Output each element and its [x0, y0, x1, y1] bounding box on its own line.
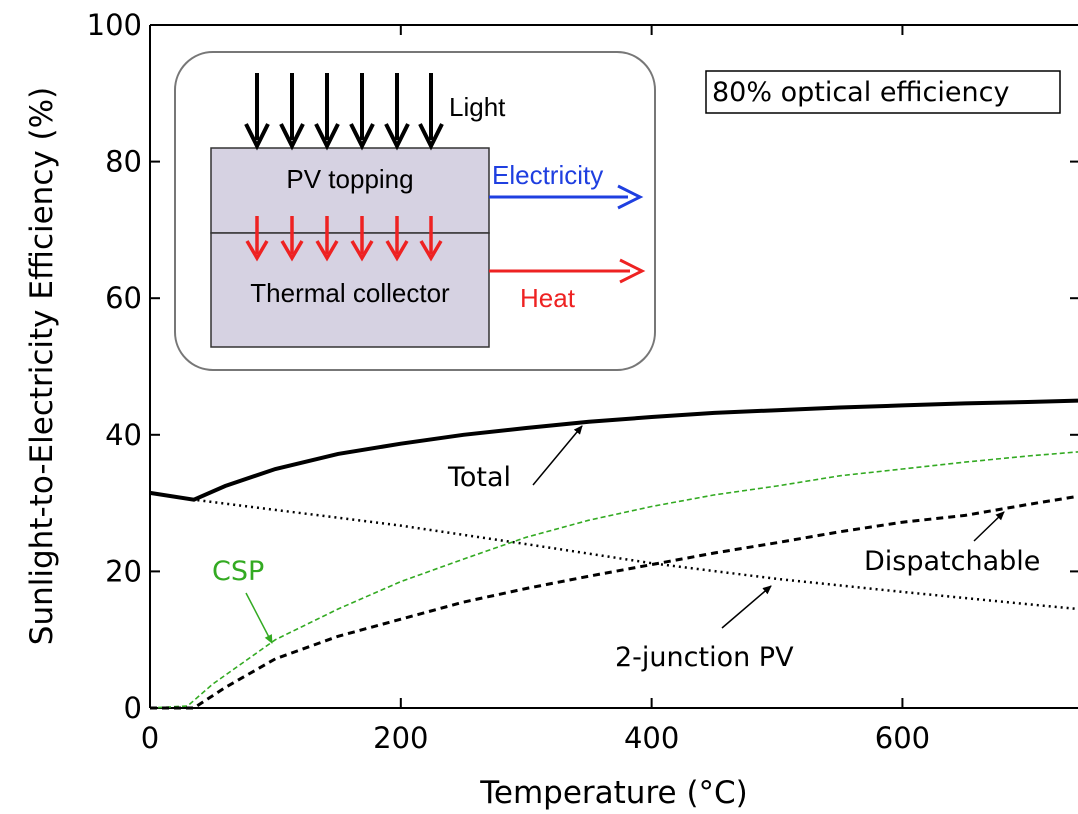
dispatchable-arrow — [973, 511, 1005, 542]
light-arrowhead-icon — [244, 123, 270, 151]
light-arrowhead-icon — [384, 123, 410, 151]
x-tick-label: 200 — [373, 721, 428, 755]
dispatchable-label-bg — [858, 542, 1058, 582]
light-arrowhead-icon — [314, 123, 340, 151]
series-dispatchable — [150, 494, 1078, 710]
x-tick-label: 600 — [875, 721, 930, 755]
heat-down-arrowhead-icon — [419, 240, 443, 262]
heat-down-arrowhead-icon — [315, 240, 339, 262]
y-tick-label: 80 — [105, 145, 142, 179]
inset-diagram: Light PV topping Thermal collector Elect… — [174, 51, 656, 371]
electricity-arrowhead-icon — [617, 184, 644, 210]
axis-tick-labels: 0 20 40 60 80 100 0 200 400 600 — [87, 8, 930, 755]
csp-label: CSP — [212, 556, 264, 587]
series-group — [149, 398, 1078, 710]
series-2-junction-pv — [149, 491, 1078, 611]
optical-efficiency-box — [705, 70, 1061, 114]
x-axis-title: Temperature (°C) — [479, 775, 748, 811]
total-arrow — [532, 425, 583, 486]
heat-down-arrowhead-icon — [385, 240, 409, 262]
light-arrowhead-icon — [349, 123, 375, 151]
heat-down-arrowhead-icon — [280, 240, 304, 262]
x-tick-label: 0 — [141, 721, 159, 755]
light-arrowhead-icon — [418, 123, 444, 151]
inset-pv-topping-label: PV topping — [286, 164, 413, 194]
series-total — [149, 398, 1078, 502]
inset-thermal-collector-label: Thermal collector — [250, 278, 450, 308]
y-tick-label: 40 — [105, 418, 142, 452]
heat-arrowhead-icon — [619, 258, 646, 284]
heat-down-arrowhead-icon — [245, 240, 269, 262]
total-label: Total — [447, 462, 511, 493]
heat-down-arrowhead-icon — [350, 240, 374, 262]
series-csp — [149, 451, 1078, 709]
y-tick-label: 0 — [124, 691, 142, 725]
pv-label: 2-junction PV — [615, 642, 794, 673]
y-tick-label: 20 — [105, 554, 142, 588]
total-label-bg — [440, 457, 535, 497]
y-axis-title: Sunlight-to-Electricity Efficiency (%) — [24, 87, 60, 645]
csp-arrow — [245, 592, 273, 644]
light-arrowhead-icon — [279, 123, 305, 151]
axis-ticks — [149, 24, 1078, 709]
heat-arrows-icon — [245, 216, 443, 262]
optical-efficiency-label: 80% optical efficiency — [712, 77, 1009, 108]
plot-frame — [149, 24, 1078, 709]
light-arrows-icon — [244, 73, 444, 151]
inset-heat-label: Heat — [520, 283, 576, 313]
x-tick-label: 400 — [624, 721, 679, 755]
annotations: 80% optical efficiency Total 2-junction … — [212, 70, 1061, 673]
dispatchable-label: Dispatchable — [864, 546, 1040, 577]
y-tick-label: 60 — [105, 281, 142, 315]
y-tick-label: 100 — [87, 8, 142, 42]
inset-light-label: Light — [449, 92, 506, 122]
pv-arrow — [721, 585, 772, 629]
inset-electricity-label: Electricity — [492, 160, 603, 190]
